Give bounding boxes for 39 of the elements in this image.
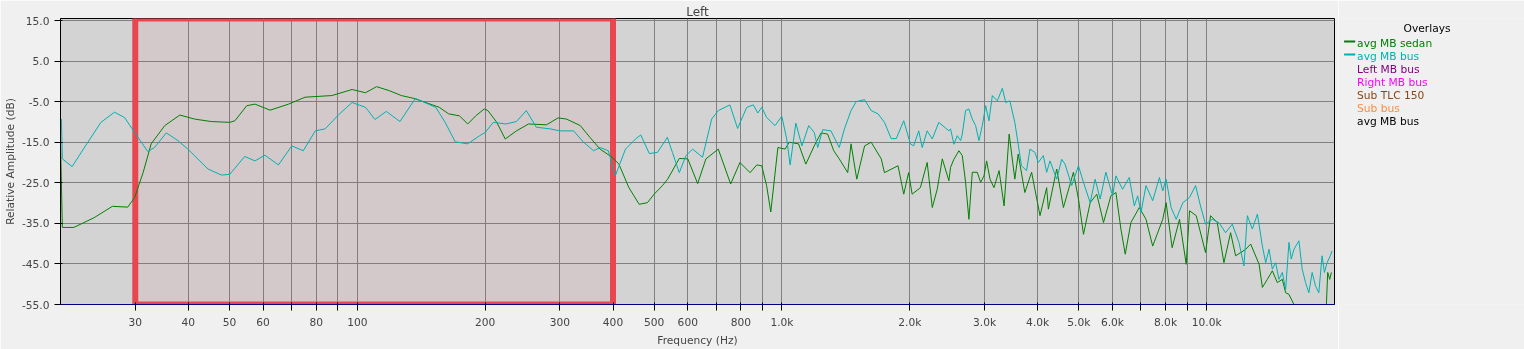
y-tick-label: -55.0 <box>21 298 50 312</box>
x-tick-label: 300 <box>549 315 571 329</box>
y-tick-label: -25.0 <box>21 176 50 190</box>
x-tick-label: 30 <box>128 315 143 329</box>
x-tick-label: 4.0k <box>1026 315 1051 329</box>
x-tick-label: 6.0k <box>1100 315 1125 329</box>
x-tick-label: 600 <box>677 315 699 329</box>
text: avg MB bus <box>1357 115 1420 129</box>
x-tick-label: 80 <box>309 315 324 329</box>
x-tick-label: 2.0k <box>898 315 923 329</box>
y-tick-label: 15.0 <box>25 14 50 28</box>
x-tick-label: 50 <box>222 315 237 329</box>
x-tick-label: 100 <box>347 315 368 329</box>
chart-title: Left <box>686 4 710 19</box>
y-tick-label: -45.0 <box>21 257 50 271</box>
x-tick-label: 400 <box>602 315 624 329</box>
legend-label: avg MB bus <box>1357 49 1420 63</box>
text: Left MB bus <box>1357 62 1420 76</box>
x-axis-title: Frequency (Hz) <box>657 333 738 347</box>
x-tick-label: 5.0k <box>1067 315 1092 329</box>
legend-label: avg MB sedan <box>1357 36 1433 50</box>
legend-title: Overlays <box>1403 21 1452 35</box>
x-tick-label: 200 <box>475 315 496 329</box>
x-tick-label: 3.0k <box>973 315 997 329</box>
y-tick-label: -15.0 <box>21 136 50 150</box>
y-tick-label: -35.0 <box>21 217 50 231</box>
text: Sub bus <box>1357 102 1401 116</box>
text: Right MB bus <box>1357 75 1428 89</box>
x-tick-label: 60 <box>256 315 271 329</box>
text: Sub TLC 150 <box>1357 88 1425 102</box>
x-tick-label: 1.0k <box>770 315 795 329</box>
x-tick-label: 800 <box>730 315 752 329</box>
x-tick-label: 10.0k <box>1191 315 1223 329</box>
x-tick-label: 500 <box>643 315 665 329</box>
y-tick-label: -5.0 <box>28 95 50 109</box>
y-tick-label: 5.0 <box>32 55 50 69</box>
y-axis-title: Relative Amplitude (dB) <box>3 98 17 225</box>
x-tick-label: 8.0k <box>1153 315 1178 329</box>
x-tick-label: 40 <box>181 315 196 329</box>
